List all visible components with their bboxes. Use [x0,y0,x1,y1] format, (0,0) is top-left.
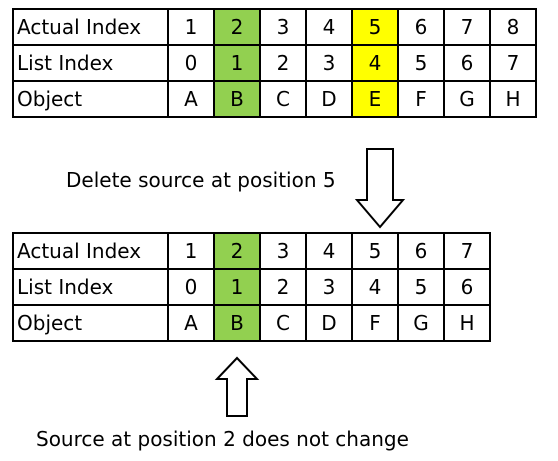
table-cell: 4 [351,44,399,82]
table-cell: A [167,80,215,118]
table-cell: 6 [443,268,491,306]
table-cell: 1 [213,44,261,82]
table-row: List Index 0 1 2 3 4 5 6 7 [12,44,537,82]
table-before-body: Actual Index 1 2 3 4 5 6 7 8 List Index 0 1 2 3 4 5 6 7 Ob… [12,8,537,118]
table-cell: 3 [259,232,307,270]
table-row: Actual Index 1 2 3 4 5 6 7 8 [12,8,537,46]
table-cell: F [351,304,399,342]
delete-caption: Delete source at position 5 [66,168,336,192]
table-cell: C [259,304,307,342]
table-cell: 1 [167,232,215,270]
table-after-deletion: Actual Index 1 2 3 4 5 6 7 List Index 0 1 2 3 4 5 6 Obje… [12,232,491,342]
table-cell: 1 [213,268,261,306]
table-cell: 4 [305,232,353,270]
table-cell: F [397,80,445,118]
table-cell: 2 [213,8,261,46]
table-after-body: Actual Index 1 2 3 4 5 6 7 List Index 0 1 2 3 4 5 6 Obje… [12,232,491,342]
table-cell: A [167,304,215,342]
table-cell: 5 [397,44,445,82]
row-label: Object [12,304,169,342]
table-cell: D [305,304,353,342]
row-label: List Index [12,268,169,306]
row-label: Actual Index [12,232,169,270]
table-cell: B [213,80,261,118]
row-label: List Index [12,44,169,82]
table-cell: 4 [305,8,353,46]
up-arrow-icon [214,356,260,417]
table-row: Object A B C D F G H [12,304,491,342]
table-cell: 6 [397,8,445,46]
table-cell: 5 [351,8,399,46]
table-cell: 5 [351,232,399,270]
table-cell: 7 [443,8,491,46]
table-cell: H [443,304,491,342]
table-cell: 6 [443,44,491,82]
table-cell: 2 [259,268,307,306]
table-cell: B [213,304,261,342]
table-cell: E [351,80,399,118]
table-cell: 4 [351,268,399,306]
row-label: Object [12,80,169,118]
down-arrow-icon [354,148,406,229]
table-cell: 3 [305,44,353,82]
table-cell: 7 [489,44,537,82]
table-cell: 3 [259,8,307,46]
table-cell: 5 [397,268,445,306]
table-cell: 3 [305,268,353,306]
table-cell: 1 [167,8,215,46]
row-label: Actual Index [12,8,169,46]
table-row: Object A B C D E F G H [12,80,537,118]
table-cell: 2 [259,44,307,82]
table-cell: C [259,80,307,118]
table-cell: 0 [167,268,215,306]
table-before-deletion: Actual Index 1 2 3 4 5 6 7 8 List Index 0 1 2 3 4 5 6 7 Ob… [12,8,537,118]
table-cell: 2 [213,232,261,270]
table-cell: H [489,80,537,118]
table-cell: G [443,80,491,118]
table-cell: 8 [489,8,537,46]
table-cell: 7 [443,232,491,270]
table-cell: 6 [397,232,445,270]
table-row: List Index 0 1 2 3 4 5 6 [12,268,491,306]
keep-caption: Source at position 2 does not change [36,427,409,451]
table-row: Actual Index 1 2 3 4 5 6 7 [12,232,491,270]
table-cell: 0 [167,44,215,82]
table-cell: G [397,304,445,342]
table-cell: D [305,80,353,118]
